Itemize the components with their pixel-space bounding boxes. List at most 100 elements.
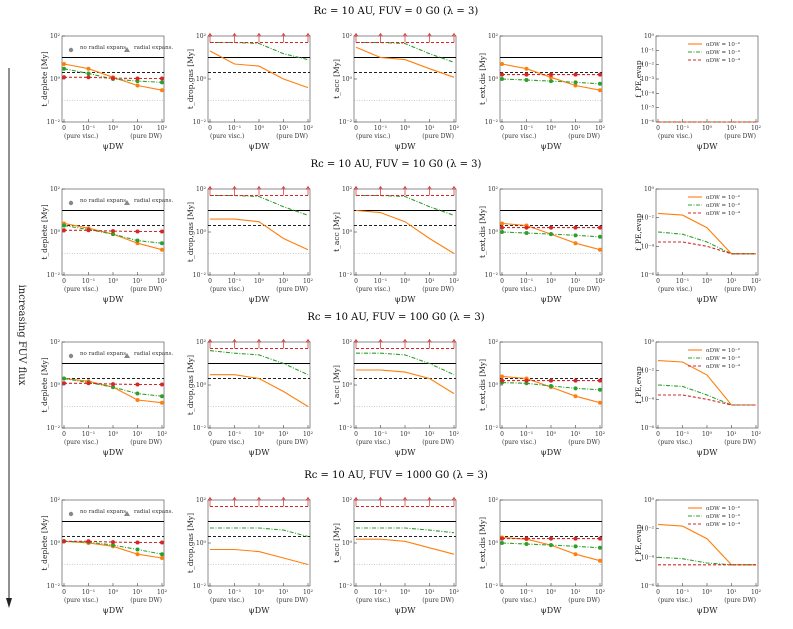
series-line-orange xyxy=(657,212,756,255)
x-tick-label: 0 xyxy=(656,125,660,132)
x-tick-label: 10⁰ xyxy=(546,278,557,285)
y-tick-label: 10² xyxy=(342,33,353,40)
x-axis-label: ψDW xyxy=(697,295,719,304)
data-point-green xyxy=(598,387,602,392)
y-axis-label: t_deplete [My] xyxy=(40,51,49,106)
x-axis-label: ψDW xyxy=(103,448,125,457)
x-end-right: (pure DW) xyxy=(276,597,308,604)
data-point-green xyxy=(160,241,164,246)
y-tick-label: 10² xyxy=(342,497,353,504)
x-end-left: (pure visc.) xyxy=(210,597,244,604)
legend-marker-no-radial xyxy=(68,511,74,517)
x-tick-label: 10² xyxy=(303,589,314,596)
data-point-red xyxy=(160,540,164,545)
x-tick-label: 10⁻¹ xyxy=(676,589,689,596)
data-point-orange xyxy=(598,400,602,405)
x-end-left: (pure visc.) xyxy=(502,597,536,604)
data-point-red xyxy=(598,378,602,383)
panel: 10⁻² 10⁰ 10² 0 10⁻¹ 10⁰ 10¹ 10² (pure visc.) (pur… xyxy=(478,339,606,457)
legend-label-no-radial: no radial expans. xyxy=(80,45,128,51)
panel-frame xyxy=(207,188,311,276)
x-tick-label: 0 xyxy=(656,589,660,596)
x-tick-label: 0 xyxy=(500,125,504,132)
data-point-red xyxy=(160,229,164,234)
data-point-green xyxy=(573,233,578,238)
legend-label-green: αDW = 10⁻³ xyxy=(706,202,740,209)
panel: 10⁻² 10⁰ 10² 0 10⁻¹ 10⁰ 10¹ 10² (pure visc.) (pur… xyxy=(186,32,314,151)
x-end-left: (pure visc.) xyxy=(64,439,98,446)
data-point-red xyxy=(160,76,164,81)
x-tick-label: 0 xyxy=(354,431,358,438)
data-point-green xyxy=(549,383,553,388)
x-tick-label: 0 xyxy=(208,431,212,438)
upper-limit-arrow-head-red xyxy=(353,496,359,501)
y-tick-label: 10² xyxy=(196,497,207,504)
x-tick-label: 10⁻¹ xyxy=(228,589,241,596)
upper-limit-arrow-head-red xyxy=(207,185,213,190)
legend-label-orange: αDW = 10⁻² xyxy=(706,41,740,48)
data-point-green xyxy=(160,80,164,85)
y-axis-label: t_drop,gas [My] xyxy=(186,355,195,415)
x-tick-label: 10¹ xyxy=(424,278,434,285)
x-tick-label: 0 xyxy=(208,589,212,596)
upper-limit-arrow-head-red xyxy=(378,496,383,501)
panel-frame xyxy=(499,188,603,276)
y-tick-label: 10⁻² xyxy=(339,272,353,279)
legend-label-green: αDW = 10⁻³ xyxy=(706,513,740,520)
x-tick-label: 10⁻¹ xyxy=(520,431,533,438)
data-point-red xyxy=(500,536,504,541)
panel: 10⁻² 10⁰ 10² 0 10⁻¹ 10⁰ 10¹ 10² (pure visc.) (pur… xyxy=(332,185,460,304)
x-tick-label: 10² xyxy=(303,278,314,285)
data-point-red xyxy=(135,382,140,387)
data-point-green xyxy=(111,543,115,548)
y-tick-label: 10⁻² xyxy=(485,119,499,126)
y-axis-label: t_ext,dis [My] xyxy=(478,359,487,411)
legend-marker-no-radial xyxy=(68,200,74,206)
x-tick-label: 10⁰ xyxy=(702,431,713,438)
x-tick-label: 10² xyxy=(595,589,606,596)
legend-label-red: αDW = 10⁻⁴ xyxy=(706,210,741,217)
upper-limit-arrow-head-red xyxy=(378,185,383,190)
panel: 10⁰ 10⁻² 10⁻⁴ 10⁻⁶0 10⁻¹ 10⁰ 10¹ 10² (pure visc.… xyxy=(634,339,762,457)
data-point-red xyxy=(135,76,140,81)
x-end-right: (pure DW) xyxy=(724,286,756,293)
upper-limit-arrow-head-red xyxy=(305,496,311,501)
row-title: Rc = 10 AU, FUV = 10 G0 (λ = 3) xyxy=(311,159,482,170)
y-tick-label: 10⁻² xyxy=(193,425,207,432)
y-axis-label: t_drop,gas [My] xyxy=(186,49,195,109)
y-tick-label: 10⁻² xyxy=(47,425,61,432)
series-line-green xyxy=(356,194,455,216)
panel-frame xyxy=(207,35,311,123)
y-axis-label: f_PE,evap xyxy=(634,524,643,562)
x-axis-label: ψDW xyxy=(103,295,125,304)
upper-limit-arrow-head-red xyxy=(378,338,383,343)
series-line-orange xyxy=(355,209,455,254)
y-tick-label: 10⁻⁶ xyxy=(641,583,655,590)
y-tick-label: 10⁻² xyxy=(193,119,207,126)
series-line-orange xyxy=(657,523,756,566)
panel: 10⁻² 10⁰ 10² 0 10⁻¹ 10⁰ 10¹ 10² (pure visc.) (pur… xyxy=(332,32,460,151)
x-tick-label: 10⁰ xyxy=(108,125,119,132)
data-point-green xyxy=(598,81,602,86)
upper-limit-arrow-head-red xyxy=(256,185,262,190)
y-tick-label: 10⁻² xyxy=(641,62,655,69)
y-tick-label: 10⁰ xyxy=(342,382,353,389)
x-tick-label: 10⁻¹ xyxy=(82,589,95,596)
x-tick-label: 10⁰ xyxy=(702,589,713,596)
data-point-green xyxy=(549,232,553,237)
data-point-orange xyxy=(573,241,578,246)
x-tick-label: 0 xyxy=(500,278,504,285)
upper-limit-arrow-head-red xyxy=(451,185,457,190)
x-tick-label: 10⁻¹ xyxy=(374,589,387,596)
x-tick-label: 10² xyxy=(303,431,314,438)
x-end-right: (pure DW) xyxy=(130,133,162,140)
y-tick-label: 10⁻² xyxy=(193,272,207,279)
data-point-red xyxy=(135,229,140,234)
x-tick-label: 10¹ xyxy=(424,431,434,438)
data-point-red xyxy=(62,381,66,386)
x-axis-label: ψDW xyxy=(697,448,719,457)
series-line-orange xyxy=(210,374,309,407)
x-end-left: (pure visc.) xyxy=(64,597,98,604)
x-tick-label: 0 xyxy=(500,589,504,596)
y-axis-label: t_acc [My] xyxy=(332,59,341,99)
